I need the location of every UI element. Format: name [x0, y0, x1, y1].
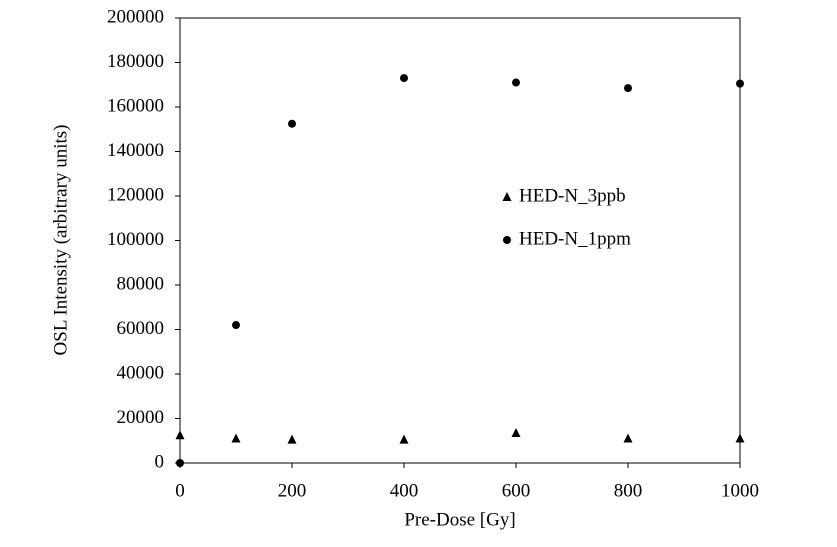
- circle-marker: [736, 79, 744, 88]
- circle-marker: [503, 236, 511, 244]
- y-tick-label: 200000: [107, 6, 164, 27]
- x-tick-label: 400: [390, 480, 419, 501]
- x-axis-label: Pre-Dose [Gy]: [404, 509, 515, 530]
- circle-marker: [176, 459, 184, 467]
- y-tick-label: 0: [155, 451, 165, 472]
- y-tick-label: 160000: [107, 95, 164, 116]
- x-tick-label: 0: [175, 480, 185, 501]
- triangle-marker: [175, 430, 185, 440]
- circle-marker: [400, 74, 408, 83]
- y-tick-label: 140000: [107, 140, 164, 161]
- legend-label: HED-N_1ppm: [519, 228, 631, 249]
- x-tick-label: 800: [614, 480, 643, 501]
- circle-marker: [288, 119, 296, 128]
- circle-marker: [232, 321, 240, 330]
- triangle-marker: [623, 433, 633, 443]
- y-tick-label: 120000: [107, 184, 164, 205]
- triangle-marker: [231, 433, 241, 443]
- triangle-marker: [287, 434, 297, 444]
- legend-label: HED-N_3ppb: [519, 185, 626, 206]
- y-tick-label: 20000: [117, 407, 165, 428]
- triangle-marker: [502, 192, 512, 201]
- circle-marker: [624, 84, 632, 93]
- plot-frame: [179, 17, 741, 464]
- y-tick-label: 100000: [107, 229, 164, 250]
- y-axis-label: OSL Intensity (arbitrary units): [50, 125, 71, 356]
- circle-marker: [512, 78, 520, 87]
- y-tick-label: 60000: [117, 318, 165, 339]
- y-tick-label: 40000: [117, 362, 165, 383]
- triangle-marker: [735, 433, 745, 443]
- y-tick-label: 180000: [107, 51, 164, 72]
- y-tick-label: 80000: [117, 273, 165, 294]
- x-tick-label: 200: [278, 480, 307, 501]
- triangle-marker: [399, 434, 409, 444]
- x-tick-label: 1000: [721, 480, 759, 501]
- x-tick-label: 600: [502, 480, 531, 501]
- triangle-marker: [511, 427, 521, 437]
